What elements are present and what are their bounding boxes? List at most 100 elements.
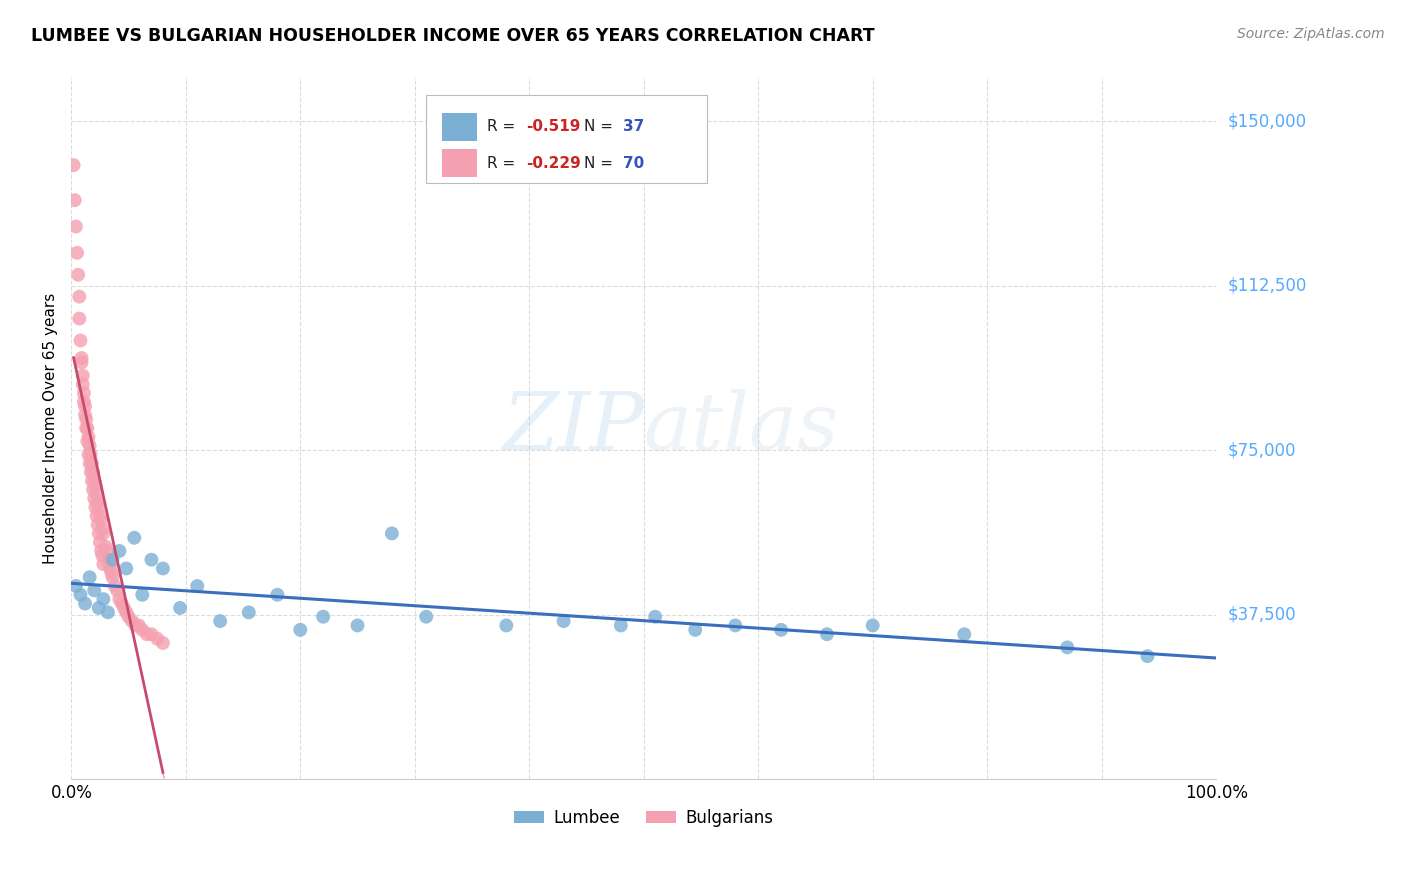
Point xyxy=(953,627,976,641)
Point xyxy=(89,508,111,523)
Point xyxy=(80,465,103,479)
Point xyxy=(312,609,335,624)
Point xyxy=(86,496,108,510)
Point xyxy=(495,618,517,632)
Point xyxy=(84,478,107,492)
Point xyxy=(72,377,94,392)
Point xyxy=(93,592,115,607)
Point xyxy=(97,605,120,619)
Y-axis label: Householder Income Over 65 years: Householder Income Over 65 years xyxy=(44,293,58,564)
Point xyxy=(80,474,103,488)
Text: Source: ZipAtlas.com: Source: ZipAtlas.com xyxy=(1237,27,1385,41)
Text: LUMBEE VS BULGARIAN HOUSEHOLDER INCOME OVER 65 YEARS CORRELATION CHART: LUMBEE VS BULGARIAN HOUSEHOLDER INCOME O… xyxy=(31,27,875,45)
Point xyxy=(169,601,191,615)
Point xyxy=(83,474,105,488)
Point xyxy=(79,456,101,470)
Point xyxy=(124,618,146,632)
Point xyxy=(86,487,108,501)
Point xyxy=(84,500,107,514)
Point xyxy=(63,193,86,207)
Point xyxy=(98,557,121,571)
Point xyxy=(70,355,93,369)
Point xyxy=(90,513,112,527)
Point xyxy=(1136,649,1159,664)
Point xyxy=(108,592,131,607)
Point xyxy=(94,540,117,554)
Point xyxy=(76,434,98,449)
Point xyxy=(80,456,103,470)
Text: R =: R = xyxy=(486,155,520,170)
Point xyxy=(152,561,174,575)
Point xyxy=(69,334,91,348)
Point xyxy=(87,500,110,514)
Point xyxy=(117,609,139,624)
Point xyxy=(112,601,135,615)
Point xyxy=(101,570,124,584)
Text: 70: 70 xyxy=(623,155,644,170)
Point xyxy=(724,618,747,632)
Point xyxy=(82,465,104,479)
Point xyxy=(141,627,163,641)
Point xyxy=(131,588,153,602)
Point xyxy=(104,579,127,593)
Point xyxy=(83,491,105,506)
Point xyxy=(553,614,575,628)
Point xyxy=(644,609,666,624)
Point xyxy=(415,609,437,624)
Point xyxy=(75,412,97,426)
Text: $112,500: $112,500 xyxy=(1227,277,1306,294)
Point xyxy=(67,290,90,304)
Point xyxy=(770,623,793,637)
Point xyxy=(76,421,98,435)
Point xyxy=(815,627,838,641)
Point xyxy=(128,618,150,632)
Point xyxy=(75,421,97,435)
Point xyxy=(65,219,87,234)
Point xyxy=(186,579,208,593)
Point xyxy=(146,632,169,646)
Point xyxy=(346,618,368,632)
Point xyxy=(131,623,153,637)
Point xyxy=(115,605,138,619)
Text: -0.229: -0.229 xyxy=(526,155,581,170)
Point xyxy=(209,614,232,628)
Point xyxy=(124,531,146,545)
Text: ZIP: ZIP xyxy=(502,390,644,467)
Point xyxy=(97,552,120,566)
Point xyxy=(100,566,122,580)
Point xyxy=(67,268,90,282)
Legend: Lumbee, Bulgarians: Lumbee, Bulgarians xyxy=(508,803,780,834)
Text: 37: 37 xyxy=(623,120,644,134)
Point xyxy=(683,623,706,637)
Point xyxy=(62,158,84,172)
Point xyxy=(96,544,118,558)
Point xyxy=(121,614,143,628)
Text: N =: N = xyxy=(585,155,619,170)
Point xyxy=(79,439,101,453)
Point xyxy=(67,311,90,326)
Point xyxy=(70,351,93,365)
Point xyxy=(66,245,89,260)
Point xyxy=(72,368,94,383)
Point xyxy=(73,395,96,409)
Point xyxy=(266,588,288,602)
Point xyxy=(152,636,174,650)
Point xyxy=(77,430,100,444)
Point xyxy=(87,526,110,541)
Text: R =: R = xyxy=(486,120,520,134)
Point xyxy=(77,448,100,462)
Point xyxy=(82,483,104,497)
Point xyxy=(73,408,96,422)
Text: atlas: atlas xyxy=(644,390,839,467)
Point xyxy=(105,583,128,598)
Point xyxy=(87,601,110,615)
Point xyxy=(610,618,633,632)
Text: -0.519: -0.519 xyxy=(526,120,581,134)
Point xyxy=(73,386,96,401)
Point xyxy=(73,399,96,413)
Point xyxy=(89,535,111,549)
Point xyxy=(141,552,163,566)
Point xyxy=(135,627,157,641)
Point xyxy=(86,508,108,523)
Point xyxy=(111,597,134,611)
